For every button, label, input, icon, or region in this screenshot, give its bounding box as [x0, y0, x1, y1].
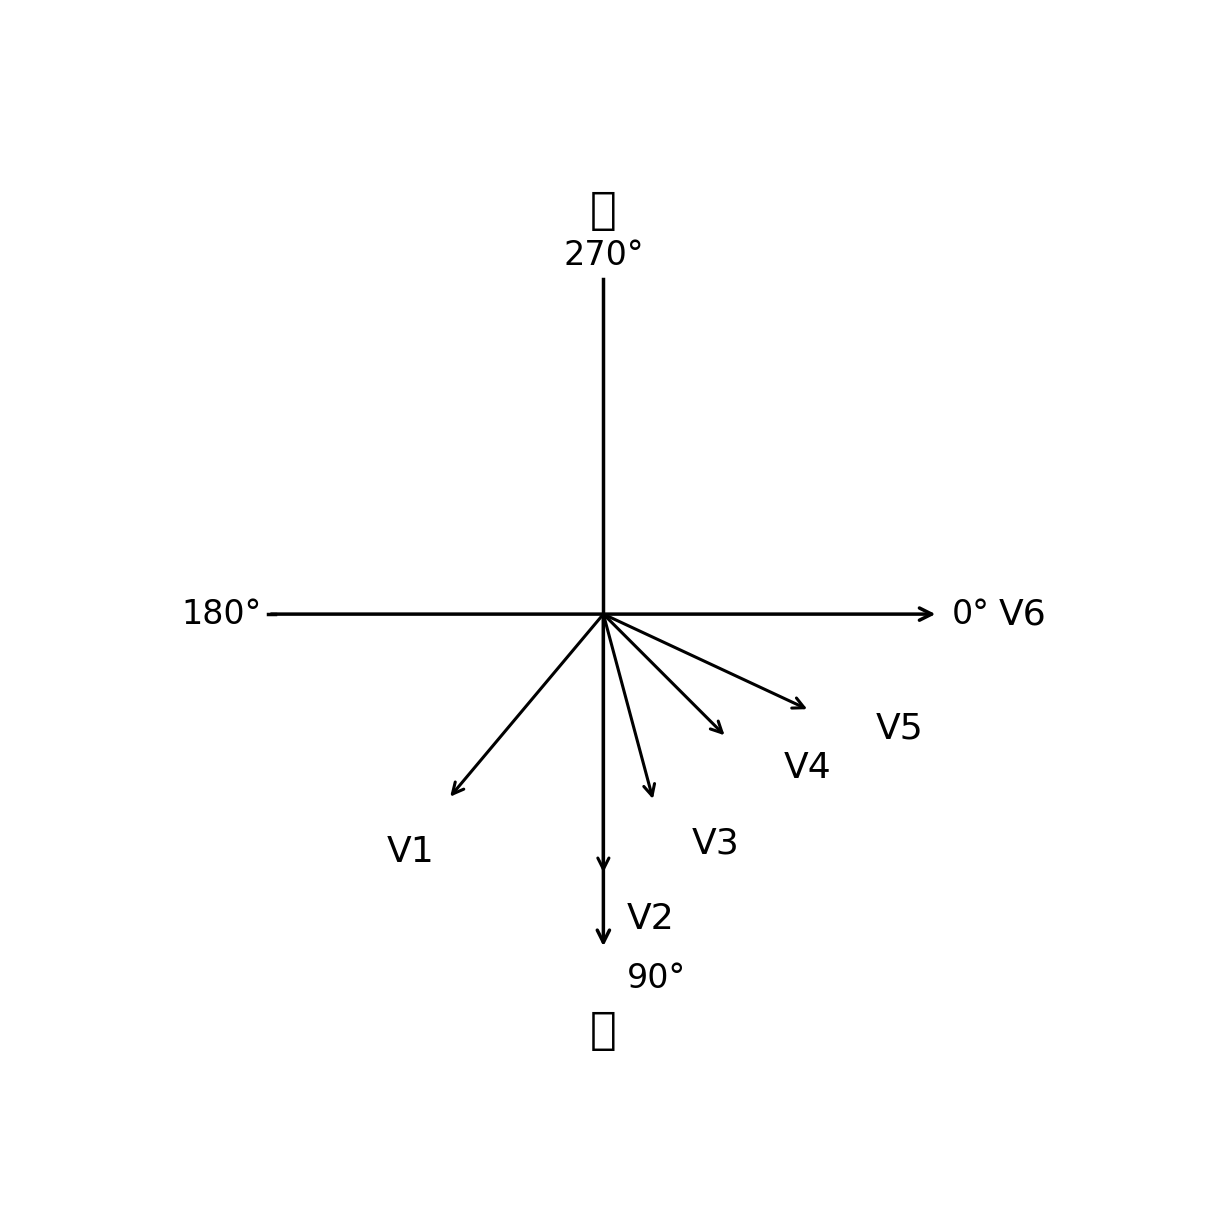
Text: 90°: 90° [627, 962, 686, 996]
Text: V4: V4 [784, 752, 831, 785]
Text: V3: V3 [692, 826, 739, 861]
Text: V5: V5 [876, 712, 923, 745]
Text: 270°: 270° [563, 239, 644, 272]
Text: V2: V2 [627, 902, 674, 935]
Text: 后: 后 [590, 189, 617, 232]
Text: 180°: 180° [182, 597, 261, 630]
Text: 0°: 0° [952, 597, 990, 630]
Text: V6: V6 [998, 597, 1047, 631]
Text: 前: 前 [590, 1009, 617, 1052]
Text: V1: V1 [387, 835, 434, 869]
